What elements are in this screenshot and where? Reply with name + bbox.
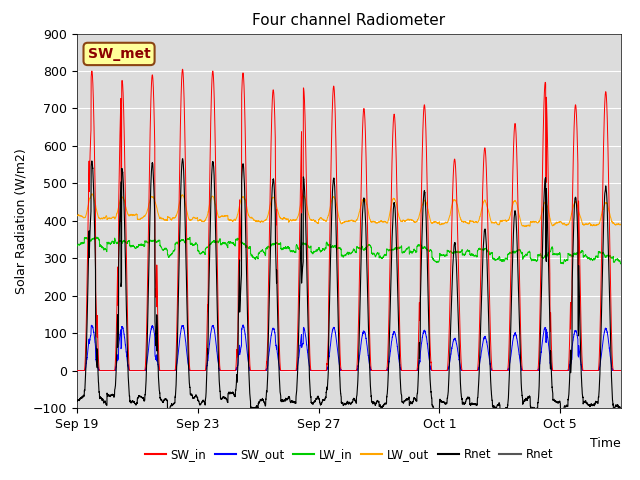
Y-axis label: Solar Radiation (W/m2): Solar Radiation (W/m2) [14,148,27,294]
X-axis label: Time: Time [590,437,621,450]
Text: SW_met: SW_met [88,47,150,61]
Legend: SW_in, SW_out, LW_in, LW_out, Rnet, Rnet: SW_in, SW_out, LW_in, LW_out, Rnet, Rnet [140,444,557,466]
Title: Four channel Radiometer: Four channel Radiometer [252,13,445,28]
